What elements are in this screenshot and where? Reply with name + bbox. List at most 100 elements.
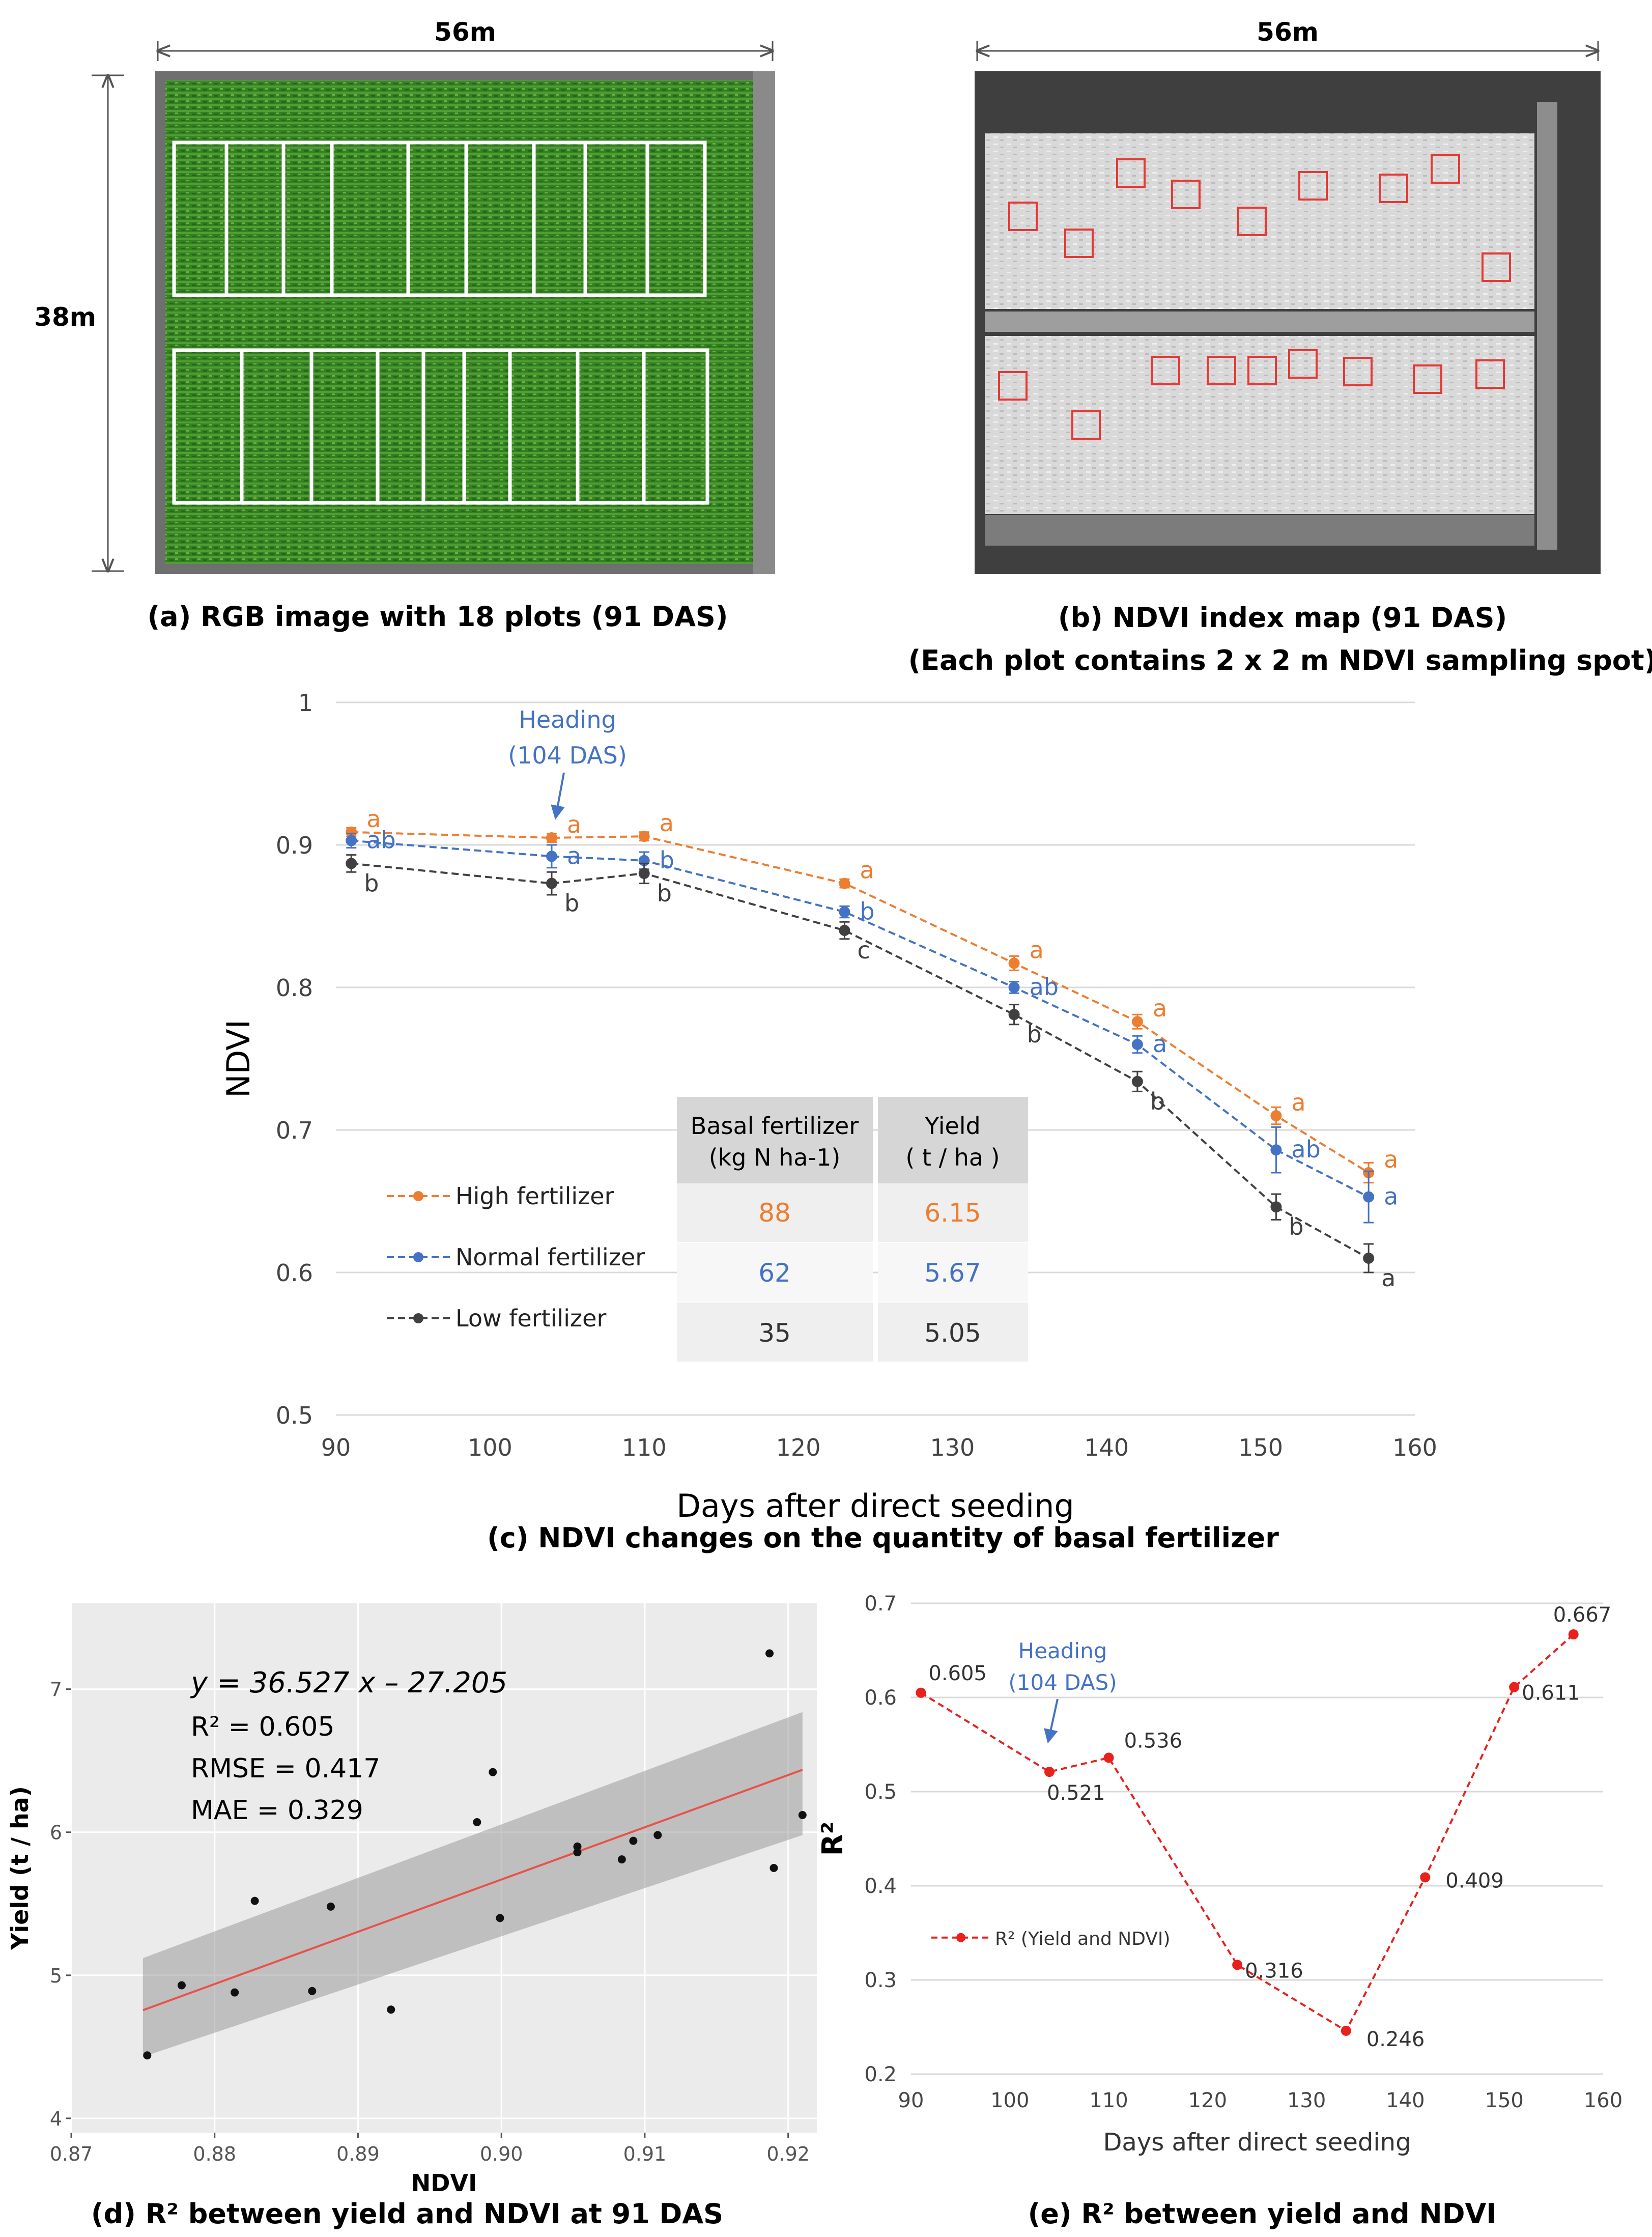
x-tick-label: 0.92	[766, 2143, 810, 2165]
series-line	[351, 862, 1370, 1259]
x-tick-label: 130	[1287, 2089, 1326, 2112]
table-header-yield: Yield	[924, 1112, 981, 1140]
data-point	[143, 2051, 152, 2060]
significance-label: a	[567, 842, 581, 869]
significance-label: a	[1291, 1089, 1305, 1116]
x-tick-label: 0.90	[480, 2143, 523, 2165]
data-point	[1044, 1767, 1055, 1777]
table-cell-low-yield: 5.05	[924, 1318, 981, 1348]
legend-label: Normal fertilizer	[455, 1243, 645, 1271]
data-point	[496, 1914, 504, 1922]
sampling-spot	[1064, 229, 1094, 258]
caption-a: (a) RGB image with 18 plots (91 DAS)	[148, 601, 728, 633]
legend-label: Low fertilizer	[455, 1305, 606, 1332]
data-point	[1131, 1075, 1143, 1087]
data-point	[473, 1818, 481, 1827]
sampling-spot	[1379, 174, 1408, 203]
width-label: 56m	[434, 17, 496, 47]
data-point	[1363, 1191, 1375, 1203]
sampling-spot	[1171, 180, 1201, 209]
significance-label: a	[860, 857, 874, 884]
y-tick-label: 5	[50, 1965, 62, 1987]
sampling-spot	[1008, 202, 1038, 231]
heading-annotation-c: Heading (104 DAS)	[508, 706, 627, 820]
plot-outline	[645, 140, 707, 297]
rgb-field-edge	[753, 71, 775, 574]
r2-time-chart: 0.2 0.3 0.4 0.5 0.6 0.7 90 100 110 120 130 140 150 16…	[816, 1592, 1622, 2157]
data-point	[326, 1902, 335, 1911]
sampling-spot	[1288, 349, 1318, 379]
significance-label: a	[1384, 1146, 1398, 1173]
sampling-spot	[1343, 357, 1373, 386]
x-tick-label: 160	[1584, 2089, 1622, 2112]
significance-label: b	[657, 880, 672, 907]
series-line	[351, 839, 1370, 1198]
significance-label: a	[1384, 1183, 1398, 1210]
y-tick-label: 7	[50, 1679, 62, 1701]
y-tick-label: 0.8	[276, 974, 313, 1002]
x-tick-label: 90	[321, 1434, 351, 1461]
table-cell-normal-n: 62	[758, 1258, 791, 1288]
x-tick-label: 0.87	[50, 2143, 93, 2165]
data-point	[308, 1987, 317, 1995]
table-header-yield-unit: ( t / ha )	[905, 1144, 1000, 1171]
sampling-spot	[1431, 154, 1460, 184]
data-point	[839, 906, 850, 918]
caption-c: (c) NDVI changes on the quantity of basa…	[487, 1522, 1279, 1554]
y-tick-label: 0.3	[864, 1969, 897, 1992]
y-tick-label: 0.7	[276, 1117, 313, 1144]
panel-a: 56m 38m (a) RGB image with 18 plots (91 …	[34, 17, 775, 633]
data-point	[839, 877, 850, 889]
data-point	[1568, 1629, 1579, 1640]
y-tick-label: 0.7	[864, 1592, 897, 1616]
table-header-fertilizer-unit: (kg N ha-1)	[709, 1144, 841, 1171]
legend-marker	[413, 1313, 423, 1323]
data-point	[617, 1855, 626, 1864]
sampling-spot	[1207, 356, 1236, 385]
data-point	[916, 1687, 926, 1698]
data-point	[546, 851, 557, 862]
y-tick-label: 0.5	[276, 1402, 313, 1429]
x-axis-label: Days after direct seeding	[1103, 2128, 1411, 2157]
data-point	[1232, 1960, 1243, 1970]
significance-label: b	[1289, 1213, 1303, 1240]
y-tick-label: 0.5	[864, 1780, 897, 1804]
data-point	[1008, 957, 1020, 969]
significance-label: b	[1150, 1088, 1165, 1115]
caption-e: (e) R² between yield and NDVI	[1028, 2198, 1497, 2230]
confidence-band	[143, 1712, 803, 2057]
legend-label: High fertilizer	[455, 1182, 614, 1210]
significance-label: ab	[1291, 1136, 1320, 1163]
data-point	[231, 1988, 239, 1997]
x-tick-label: 130	[930, 1434, 975, 1461]
heading-annotation-e: Heading (104 DAS)	[1008, 1638, 1117, 1744]
height-label: 38m	[34, 302, 96, 332]
data-point	[629, 1836, 638, 1845]
significance-label: b	[364, 869, 379, 897]
x-tick-label: 120	[1188, 2089, 1227, 2112]
data-point	[638, 868, 650, 879]
data-point	[1008, 1009, 1020, 1021]
heading-label-c: Heading	[519, 706, 616, 733]
data-point	[1131, 1016, 1143, 1028]
regression-stats: y = 36.527 x – 27.205 R² = 0.605 RMSE = …	[190, 1666, 507, 1826]
regression-equation: y = 36.527 x – 27.205	[190, 1666, 507, 1700]
sampling-spot	[1475, 359, 1505, 389]
significance-label: ab	[366, 827, 395, 854]
table-cell-low-n: 35	[758, 1318, 791, 1348]
legend-marker	[413, 1252, 423, 1262]
x-tick-label: 0.91	[623, 2143, 667, 2165]
sampling-spot	[1413, 364, 1442, 394]
significance-label: a	[1153, 1030, 1167, 1058]
data-point	[770, 1864, 778, 1872]
y-tick-label: 1	[298, 689, 313, 717]
data-point	[177, 1981, 186, 1990]
data-label: 0.521	[1047, 1781, 1105, 1805]
data-point	[1341, 2025, 1351, 2036]
x-tick-label: 100	[990, 2089, 1029, 2112]
data-point	[1509, 1682, 1520, 1692]
plot-outline	[642, 348, 709, 505]
data-point	[546, 832, 557, 843]
sampling-spot	[1151, 356, 1180, 385]
yield-ndvi-scatter: 4 5 6 7 0.87 0.88 0.89 0.90 0.91 0.92 NDVI Yield (t…	[6, 1603, 817, 2197]
